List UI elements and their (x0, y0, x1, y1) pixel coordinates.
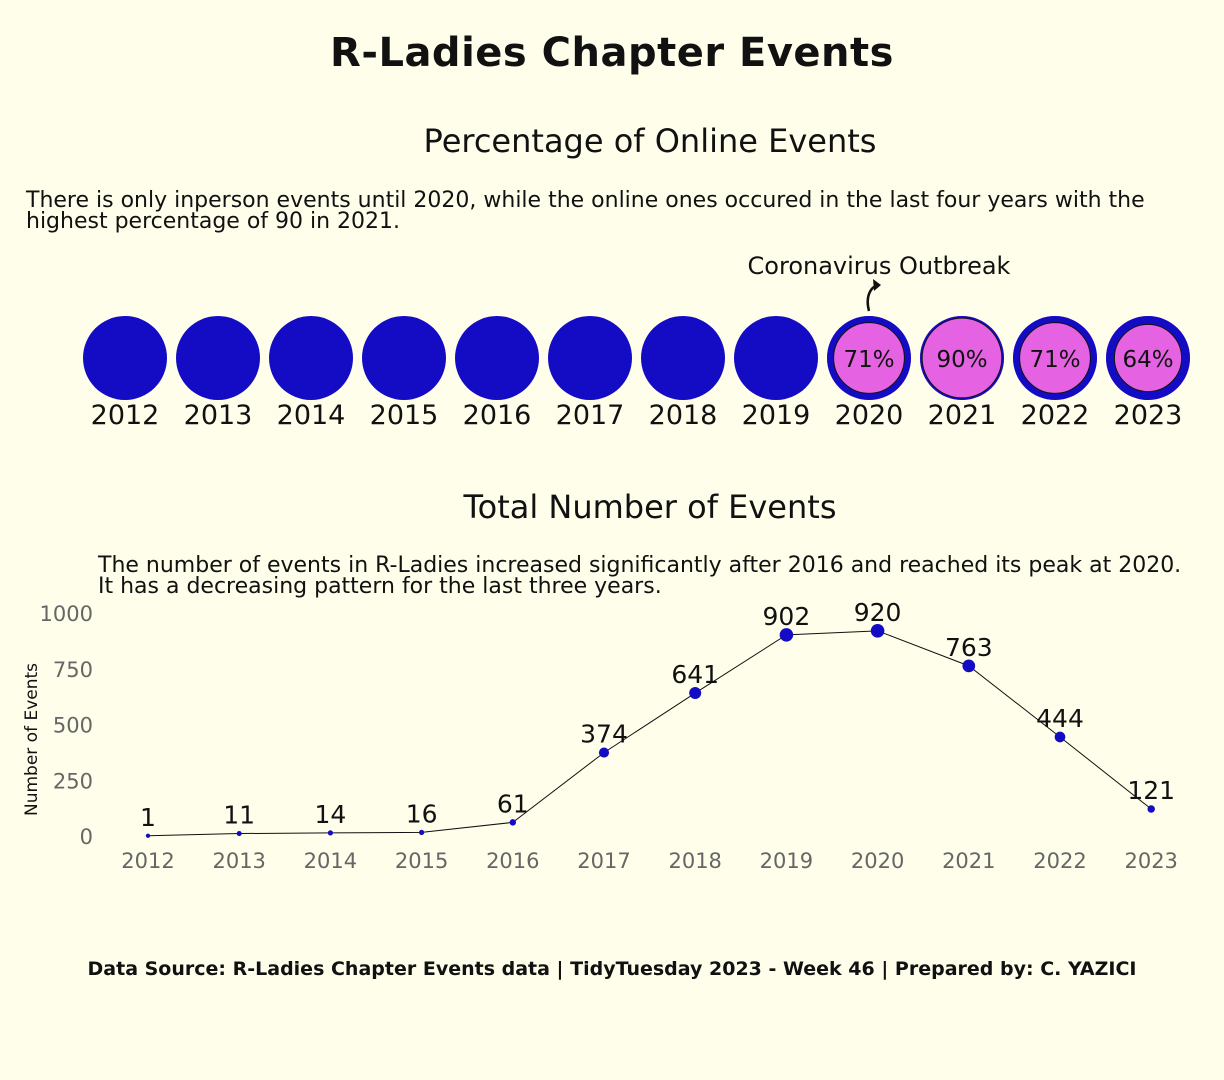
x-tick-label-2013: 2013 (212, 849, 265, 873)
x-tick-label-2021: 2021 (942, 849, 995, 873)
bubble-inperson-2015 (362, 316, 446, 400)
bubble-inperson-2019 (734, 316, 818, 400)
bubble-pct-label-2022: 71% (1029, 347, 1080, 373)
bubble-2015: 2015 (362, 316, 446, 431)
bubble-ring-2020 (826, 315, 911, 401)
data-point-2016 (509, 819, 517, 826)
data-point-2013 (236, 831, 242, 837)
bubble-inperson-2013 (176, 316, 260, 400)
bubble-year-label-2014: 2014 (277, 400, 346, 431)
main-title: R-Ladies Chapter Events (330, 30, 894, 76)
series-line (147, 630, 1152, 837)
bubble-pct-label-2020: 71% (843, 347, 894, 373)
annotation-arrow (866, 283, 880, 312)
bubble-2021: 90% 2021 (919, 316, 1004, 431)
bubble-year-label-2015: 2015 (370, 400, 439, 431)
data-point-2015 (418, 829, 425, 836)
data-point-2017 (598, 747, 610, 758)
bubble-year-label-2018: 2018 (649, 400, 718, 431)
bubble-2017: 2017 (548, 316, 632, 431)
data-label-2022: 444 (1036, 704, 1084, 733)
data-point-2023 (1147, 805, 1155, 813)
bubble-2022: 71% 2022 (1012, 315, 1097, 431)
bubble-2018: 2018 (641, 316, 725, 431)
x-tick-label-2014: 2014 (304, 849, 357, 873)
data-label-2020: 920 (854, 598, 902, 627)
total-events-line-chart: Number of Events 0 250 500 750 1000 2012 2013 20… (22, 598, 1178, 873)
bubble-year-label-2017: 2017 (556, 400, 625, 431)
bubble-online-2021 (921, 317, 1003, 399)
bubble-inperson-2012 (83, 316, 167, 400)
data-label-2023: 121 (1127, 776, 1175, 805)
annotation-arrowhead (873, 279, 881, 291)
bubble-inperson-2014 (269, 316, 353, 400)
data-label-2019: 902 (763, 602, 811, 631)
data-label-2016: 61 (497, 789, 529, 818)
data-point-2021 (962, 659, 976, 673)
bubble-year-label-2012: 2012 (91, 400, 160, 431)
bubble-2019: 2019 (734, 316, 818, 431)
data-label-2013: 11 (223, 801, 255, 830)
x-tick-label-2012: 2012 (121, 849, 174, 873)
bubble-2012: 2012 (83, 316, 167, 431)
data-point-2019 (779, 628, 794, 642)
bubble-ring-2023 (1105, 315, 1190, 400)
x-tick-label-2018: 2018 (668, 849, 721, 873)
bubble-inperson-2016 (455, 316, 539, 400)
bubble-2020: 71% 2020 (826, 315, 911, 431)
bubble-inperson-2017 (548, 316, 632, 400)
data-label-2018: 641 (671, 660, 719, 689)
data-label-2012: 1 (140, 803, 156, 832)
bubble-2023: 64% 2023 (1105, 315, 1190, 431)
data-label-2014: 14 (314, 800, 346, 829)
y-tick-label-750: 750 (53, 658, 93, 682)
bubble-year-label-2013: 2013 (184, 400, 253, 431)
bubble-online-2023 (1113, 323, 1183, 393)
bubble-year-label-2021: 2021 (928, 400, 997, 431)
x-tick-label-2016: 2016 (486, 849, 539, 873)
bubble-year-label-2023: 2023 (1114, 400, 1183, 431)
y-axis-title: Number of Events (22, 663, 42, 816)
x-tick-label-2023: 2023 (1124, 849, 1177, 873)
bubble-2014: 2014 (269, 316, 353, 431)
bubble-year-label-2016: 2016 (463, 400, 532, 431)
bubble-inperson-2018 (641, 316, 725, 400)
y-tick-label-1000: 1000 (40, 602, 93, 626)
data-label-2021: 763 (945, 633, 993, 662)
data-point-2012 (145, 833, 151, 838)
data-point-2020 (870, 624, 885, 638)
data-point-2018 (689, 687, 702, 700)
data-point-2014 (327, 830, 333, 836)
x-tick-label-2015: 2015 (395, 849, 448, 873)
bubble-ring-2022 (1012, 315, 1097, 401)
data-label-2015: 16 (406, 799, 438, 828)
bubble-year-label-2020: 2020 (835, 400, 904, 431)
bubble-year-label-2022: 2022 (1021, 400, 1090, 431)
bubble-online-2022 (1019, 322, 1091, 394)
y-tick-label-250: 250 (53, 769, 93, 793)
x-tick-label-2019: 2019 (760, 849, 813, 873)
online-chart-title: Percentage of Online Events (423, 122, 877, 160)
y-tick-label-500: 500 (53, 714, 93, 738)
y-tick-label-0: 0 (80, 825, 93, 849)
footer-caption: Data Source: R-Ladies Chapter Events dat… (87, 958, 1137, 980)
online-bubble-chart: 2012 2013 2014 2015 2016 2017 2018 2019 71% 2020 9… (83, 252, 1190, 431)
bubble-online-2020 (833, 322, 905, 394)
bubble-year-label-2019: 2019 (742, 400, 811, 431)
x-tick-label-2020: 2020 (851, 849, 904, 873)
bubble-pct-label-2021: 90% (936, 347, 987, 373)
annotation-label: Coronavirus Outbreak (748, 252, 1011, 280)
online-chart-subtitle: There is only inperson events until 2020… (26, 188, 1145, 234)
x-tick-label-2022: 2022 (1033, 849, 1086, 873)
data-point-2022 (1054, 731, 1066, 743)
bubble-2013: 2013 (176, 316, 260, 431)
total-chart-subtitle: The number of events in R-Ladies increas… (98, 553, 1182, 599)
total-chart-title: Total Number of Events (463, 488, 837, 526)
data-label-2017: 374 (580, 720, 628, 749)
bubble-ring-2021 (919, 316, 1004, 400)
bubble-2016: 2016 (455, 316, 539, 431)
x-tick-label-2017: 2017 (577, 849, 630, 873)
bubble-pct-label-2023: 64% (1122, 347, 1173, 373)
